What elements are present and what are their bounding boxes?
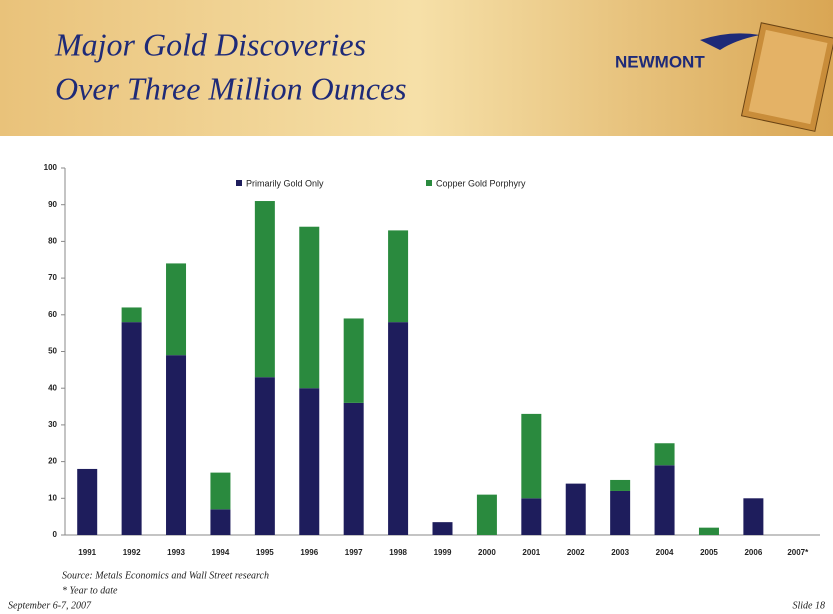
bar-segment <box>743 498 764 535</box>
x-tick-label: 2002 <box>567 548 585 557</box>
bar-segment <box>254 377 275 535</box>
x-tick-label: 1995 <box>256 548 274 557</box>
bar-segment <box>166 355 187 535</box>
bar-segment <box>299 388 320 535</box>
y-tick-label: 90 <box>48 200 57 209</box>
bar-segment <box>610 479 631 491</box>
x-tick-label: 2006 <box>744 548 762 557</box>
logo: NEWMONT <box>615 52 705 71</box>
x-tick-label: 1994 <box>212 548 230 557</box>
legend-swatch <box>236 180 242 186</box>
bar-segment <box>476 494 497 535</box>
y-tick-label: 0 <box>53 530 58 539</box>
source-note: Source: Metals Economics and Wall Street… <box>62 570 269 581</box>
bar-segment <box>254 201 275 378</box>
bar-segment <box>343 318 364 403</box>
bar-segment <box>521 498 542 535</box>
bar-segment <box>299 226 320 389</box>
title-line: Major Gold Discoveries <box>54 26 366 62</box>
date: September 6-7, 2007 <box>8 600 92 611</box>
bar-segment <box>121 307 142 323</box>
y-tick-label: 40 <box>48 383 57 392</box>
y-tick-label: 70 <box>48 273 57 282</box>
x-tick-label: 2001 <box>522 548 540 557</box>
y-tick-label: 10 <box>48 493 57 502</box>
bar-segment <box>388 322 409 535</box>
bar-segment <box>210 509 231 535</box>
legend-label: Copper Gold Porphyry <box>436 178 526 188</box>
x-tick-label: 1998 <box>389 548 407 557</box>
x-tick-label: 1997 <box>345 548 363 557</box>
book-icon <box>740 22 833 132</box>
bar-segment <box>121 322 142 535</box>
bar-segment <box>432 522 453 535</box>
x-tick-label: 1993 <box>167 548 185 557</box>
y-tick-label: 20 <box>48 457 57 466</box>
x-tick-label: 1991 <box>78 548 96 557</box>
bar-segment <box>610 490 631 535</box>
x-tick-label: 1999 <box>434 548 452 557</box>
bar-segment <box>343 402 364 535</box>
y-tick-label: 100 <box>44 163 58 172</box>
title-line: Over Three Million Ounces <box>55 70 407 106</box>
header-band <box>0 0 833 136</box>
bar-segment <box>388 230 409 323</box>
x-tick-label: 1992 <box>123 548 141 557</box>
x-tick-label: 1996 <box>300 548 318 557</box>
bar-segment <box>698 527 719 535</box>
bar-segment <box>210 472 231 510</box>
legend-swatch <box>426 180 432 186</box>
y-tick-label: 60 <box>48 310 57 319</box>
y-tick-label: 30 <box>48 420 57 429</box>
slide-number: Slide 18 <box>793 600 826 611</box>
y-tick-label: 80 <box>48 237 57 246</box>
logo-swoosh <box>700 33 760 50</box>
y-tick-label: 50 <box>48 347 57 356</box>
bar-segment <box>77 468 98 535</box>
x-tick-label: 2003 <box>611 548 629 557</box>
x-tick-label: 2000 <box>478 548 496 557</box>
x-tick-label: 2005 <box>700 548 718 557</box>
bar-segment <box>166 263 187 356</box>
bar-segment <box>521 413 542 499</box>
bar-segment <box>565 483 586 535</box>
x-tick-label: 2004 <box>656 548 674 557</box>
bar-segment <box>654 465 675 535</box>
x-tick-label: 2007* <box>787 548 809 557</box>
legend-label: Primarily Gold Only <box>246 178 324 188</box>
footnote: * Year to date <box>62 585 118 596</box>
bar-segment <box>654 443 675 466</box>
